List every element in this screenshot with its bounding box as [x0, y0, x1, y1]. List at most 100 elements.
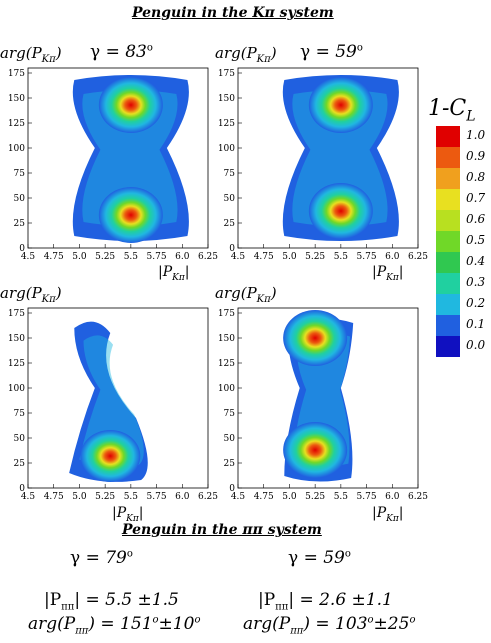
colorbar-cell-4	[436, 210, 460, 231]
colorbar-tick-0: 1.0	[466, 128, 485, 142]
ytick-label-4-2: 50	[224, 434, 236, 444]
frame-2	[237, 67, 419, 249]
colorbar-tick-1: 0.9	[466, 149, 485, 163]
colorbar-cell-3	[436, 189, 460, 210]
ytick-label-1-2: 50	[14, 194, 26, 204]
ytick-label-4-1: 25	[224, 459, 236, 469]
ytick-label-4-4: 100	[218, 384, 235, 394]
result-2-magnitude: |Pππ| = 2.6 ±1.1	[258, 590, 393, 613]
ytick-label-4-7: 175	[218, 309, 235, 319]
ytick-label-2-5: 125	[218, 119, 235, 129]
peak-4-2	[283, 422, 348, 478]
panel2-ylabel: arg(PKπ)	[215, 44, 277, 65]
colorbar-cell-2	[436, 168, 460, 189]
ytick-label-2-1: 25	[224, 219, 236, 229]
panel3-ylabel: arg(PKπ)	[0, 284, 62, 305]
colorbar-cell-0	[436, 126, 460, 147]
xtick-label-3-1: 4.75	[44, 492, 64, 502]
xtick-label-3-0: 4.5	[21, 492, 36, 502]
colorbar-tick-10: 0.0	[466, 338, 485, 352]
panel2-xlabel: |PKπ|	[372, 264, 404, 283]
ytick-label-3-6: 150	[8, 334, 25, 344]
xtick-label-3-3: 5.25	[95, 492, 115, 502]
xtick-label-2-2: 5.0	[282, 252, 297, 262]
frame-4	[237, 307, 419, 489]
ytick-label-1-1: 25	[14, 219, 26, 229]
peak-1-1	[98, 77, 163, 133]
ytick-label-3-7: 175	[8, 309, 25, 319]
ytick-label-1-7: 175	[8, 69, 25, 79]
top-title: Penguin in the Kπ system	[132, 5, 334, 21]
ytick-label-3-5: 125	[8, 359, 25, 369]
colorbar-tick-8: 0.2	[466, 296, 485, 310]
panel3-xlabel: |PKπ|	[112, 505, 144, 524]
panel1-xlabel: |PKπ|	[158, 264, 190, 283]
ytick-label-2-3: 75	[224, 169, 236, 179]
xtick-label-1-0: 4.5	[21, 252, 36, 262]
peak-4-1	[283, 310, 348, 366]
ytick-label-2-7: 175	[218, 69, 235, 79]
xtick-label-4-4: 5.5	[334, 492, 349, 502]
frame-1	[27, 67, 209, 249]
colorbar-tick-2: 0.8	[466, 170, 485, 184]
xtick-label-4-3: 5.25	[305, 492, 325, 502]
panel2-gamma: γ = 59o	[300, 42, 363, 62]
ytick-label-2-2: 50	[224, 194, 236, 204]
peak-3-1	[80, 430, 141, 482]
xtick-label-4-5: 5.75	[357, 492, 377, 502]
colorbar-cell-7	[436, 273, 460, 294]
xtick-label-3-5: 5.75	[147, 492, 167, 502]
xtick-label-1-4: 5.5	[124, 252, 139, 262]
ytick-label-3-0: 0	[19, 484, 25, 494]
ytick-label-4-3: 75	[224, 409, 236, 419]
xtick-label-2-5: 5.75	[357, 252, 377, 262]
colorbar-tick-5: 0.5	[466, 233, 485, 247]
colorbar-cell-9	[436, 315, 460, 336]
xtick-label-2-4: 5.5	[334, 252, 349, 262]
panel1-gamma: γ = 83o	[90, 42, 153, 62]
ytick-label-4-5: 125	[218, 359, 235, 369]
xtick-label-3-7: 6.25	[198, 492, 218, 502]
xtick-label-1-5: 5.75	[147, 252, 167, 262]
ytick-label-1-4: 100	[8, 144, 25, 154]
ytick-label-4-0: 0	[229, 484, 235, 494]
xtick-label-4-7: 6.25	[408, 492, 428, 502]
ytick-label-3-2: 50	[14, 434, 26, 444]
panel4-ylabel: arg(PKπ)	[215, 284, 277, 305]
ytick-label-2-0: 0	[229, 244, 235, 254]
result-1-magnitude: |Pππ| = 5.5 ±1.5	[44, 590, 179, 613]
xtick-label-1-1: 4.75	[44, 252, 64, 262]
colorbar-cell-1	[436, 147, 460, 168]
frame-3	[27, 307, 209, 489]
colorbar-tick-9: 0.1	[466, 317, 485, 331]
peak-1-2	[98, 187, 163, 243]
bottom-title: Penguin in the ππ system	[122, 522, 322, 538]
xtick-label-1-3: 5.25	[95, 252, 115, 262]
ytick-label-3-3: 75	[14, 409, 26, 419]
xtick-label-4-1: 4.75	[254, 492, 274, 502]
ytick-label-2-4: 100	[218, 144, 235, 154]
bottom-gamma-2: γ = 59o	[288, 548, 351, 568]
ytick-label-3-1: 25	[14, 459, 26, 469]
ytick-label-2-6: 150	[218, 94, 235, 104]
xtick-label-2-1: 4.75	[254, 252, 274, 262]
panel4-xlabel: |PKπ|	[372, 505, 404, 524]
ytick-label-1-0: 0	[19, 244, 25, 254]
bottom-gamma-1: γ = 79o	[70, 548, 133, 568]
colorbar-tick-7: 0.3	[466, 275, 485, 289]
panel1-ylabel: arg(PKπ)	[0, 44, 62, 65]
xtick-label-3-4: 5.5	[124, 492, 139, 502]
ytick-label-1-5: 125	[8, 119, 25, 129]
colorbar-tick-4: 0.6	[466, 212, 485, 226]
colorbar-cell-6	[436, 252, 460, 273]
peak-2-1	[308, 77, 373, 133]
result-1-arg: arg(Pππ) = 151o±10o	[28, 614, 201, 637]
peak-2-2	[308, 183, 373, 239]
ytick-label-1-3: 75	[14, 169, 26, 179]
xtick-label-2-6: 6.0	[385, 252, 400, 262]
xtick-label-1-2: 5.0	[72, 252, 87, 262]
xtick-label-3-2: 5.0	[72, 492, 87, 502]
xtick-label-4-6: 6.0	[385, 492, 400, 502]
